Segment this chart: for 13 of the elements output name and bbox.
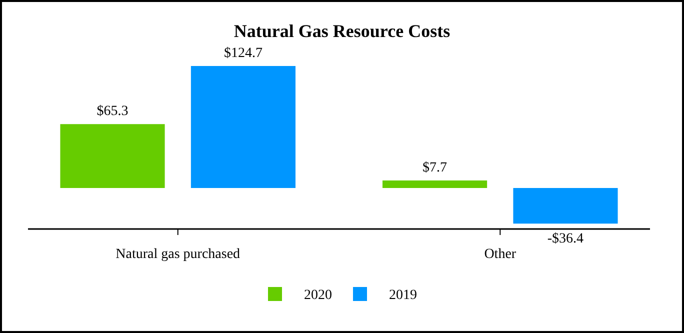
legend-label: 2020 — [304, 288, 332, 303]
bar — [190, 66, 296, 188]
bar — [60, 124, 165, 188]
data-label: $7.7 — [422, 160, 448, 176]
data-label: $65.3 — [96, 104, 128, 120]
data-label: $124.7 — [224, 46, 262, 61]
legend-label: 2019 — [389, 288, 417, 303]
x-tick-label: Natural gas purchased — [116, 247, 240, 262]
data-label: -$36.4 — [547, 232, 584, 247]
bar — [382, 180, 488, 188]
chart-title: Natural Gas Resource Costs — [234, 21, 450, 41]
x-tick-label: Other — [484, 247, 516, 262]
bar — [513, 188, 618, 224]
